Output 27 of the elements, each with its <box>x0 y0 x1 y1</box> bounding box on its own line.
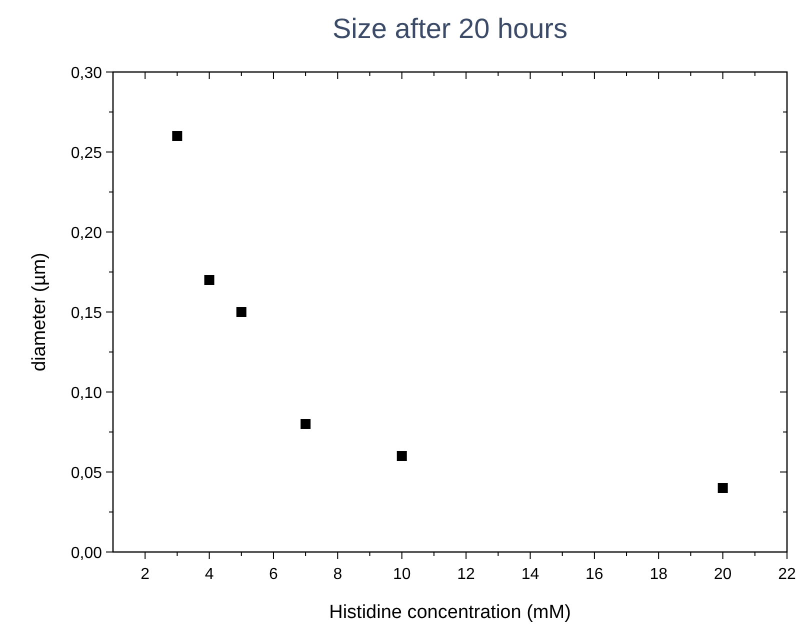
x-axis-title: Histidine concentration (mM) <box>329 602 571 623</box>
y-tick-label: 0,15 <box>70 305 102 322</box>
y-tick-label: 0,20 <box>70 225 102 242</box>
x-tick-label: 6 <box>269 566 278 583</box>
point <box>718 483 728 493</box>
point <box>396 451 407 461</box>
x-tick-label: 20 <box>714 566 732 583</box>
x-tick-label: 8 <box>333 566 342 583</box>
point <box>204 275 214 285</box>
y-tick-label: 0,30 <box>70 65 102 82</box>
point <box>300 419 311 429</box>
x-tick-label: 12 <box>457 566 476 583</box>
x-tick-label: 14 <box>521 566 540 583</box>
x-tick-label: 18 <box>650 566 668 583</box>
y-tick-label: 0,00 <box>70 545 102 562</box>
point <box>236 307 246 317</box>
chart-title: Size after 20 hours <box>332 13 568 44</box>
y-axis-title: diameter (µm) <box>29 252 50 372</box>
x-tick-label: 16 <box>586 566 604 583</box>
x-tick-label: 4 <box>204 566 214 583</box>
x-tick-label: 10 <box>392 566 411 583</box>
y-tick-label: 0,05 <box>70 465 102 482</box>
point <box>172 131 182 141</box>
x-tick-label: 22 <box>778 566 796 583</box>
y-tick-label: 0,25 <box>70 145 102 162</box>
x-tick-label: 2 <box>140 566 150 583</box>
y-tick-label: 0,10 <box>70 385 102 402</box>
